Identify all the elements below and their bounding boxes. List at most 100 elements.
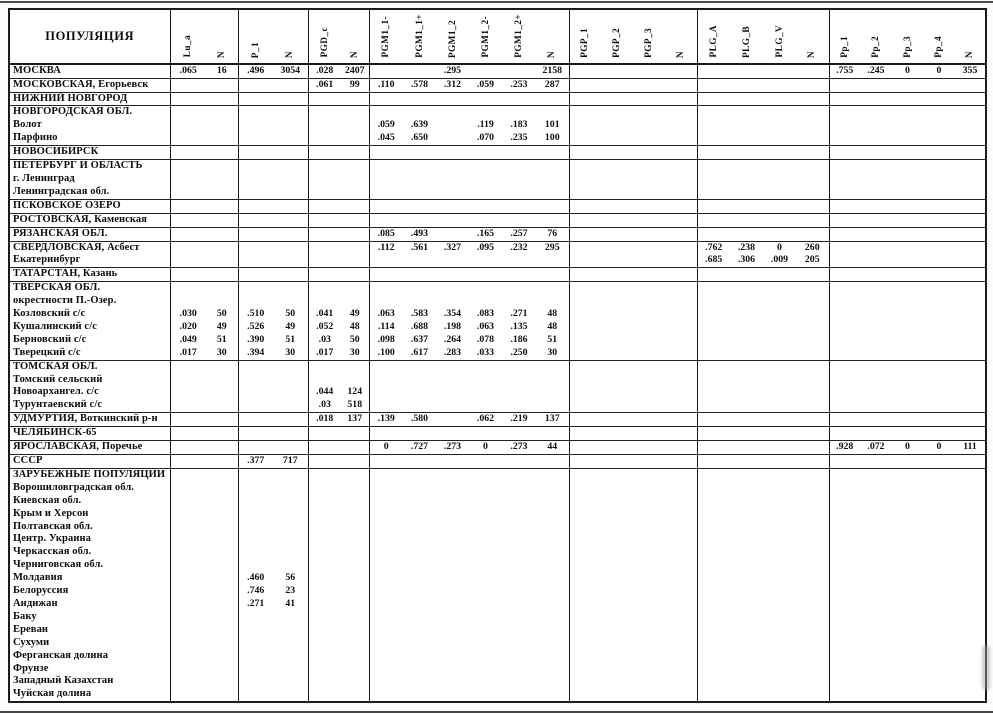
value-cell xyxy=(665,295,697,308)
value-cell xyxy=(696,675,730,689)
population-name-cell: Волот xyxy=(13,119,42,131)
value-cell xyxy=(763,77,796,93)
value-cell xyxy=(536,186,569,199)
table-row: ЯРОСЛАВСКАЯ, Поречье 0.727.273 0.273 44.928… xyxy=(9,440,986,455)
value-cell xyxy=(206,546,238,559)
value-cell xyxy=(568,119,601,133)
value-cell xyxy=(860,334,892,347)
value-cell xyxy=(633,585,665,598)
value-cell xyxy=(633,159,665,173)
value-cell xyxy=(568,105,601,120)
value-cell xyxy=(307,359,341,374)
value-cell xyxy=(923,334,955,347)
value-cell xyxy=(730,650,763,663)
value-cell xyxy=(502,598,536,611)
table-row: МОСКВА .065 16.496 3054.028 2407 .295 2158 .755… xyxy=(9,63,986,79)
value-cell xyxy=(923,119,955,132)
table-row: НОВОСИБИРСК xyxy=(9,145,986,160)
value-cell xyxy=(763,688,796,702)
value-cell: .062 xyxy=(469,412,502,427)
value-cell xyxy=(568,63,601,79)
value-cell xyxy=(763,281,796,296)
value-cell xyxy=(665,559,697,572)
value-cell: .273 xyxy=(436,440,469,455)
value-cell xyxy=(633,482,665,495)
table-row: ЧЕЛЯБИНСК-65 xyxy=(9,426,986,441)
table-row: Ферганская долина xyxy=(9,649,986,663)
value-cell xyxy=(696,212,730,228)
value-cell xyxy=(796,412,829,427)
value-cell xyxy=(696,308,730,321)
value-cell xyxy=(237,159,273,173)
value-cell xyxy=(955,688,986,702)
value-cell xyxy=(206,467,238,482)
value-cell xyxy=(502,624,536,637)
value-cell xyxy=(665,675,697,688)
value-cell xyxy=(206,399,238,412)
value-cell xyxy=(502,546,536,559)
value-cell xyxy=(169,520,206,534)
value-cell xyxy=(536,521,569,534)
value-cell xyxy=(307,132,341,146)
value-cell xyxy=(436,688,469,702)
value-cell xyxy=(892,359,923,374)
population-name-cell: РЯЗАНСКАЯ ОБЛ. xyxy=(9,226,170,242)
value-cell: .112 xyxy=(368,240,403,255)
population-name-cell: Западный Казахстан xyxy=(13,675,114,687)
value-cell xyxy=(206,637,238,650)
value-cell xyxy=(206,386,238,399)
value-cell xyxy=(403,105,436,120)
value-cell xyxy=(237,373,273,387)
value-cell: .059 xyxy=(368,119,403,133)
value-cell xyxy=(568,91,601,106)
value-cell xyxy=(763,624,796,637)
value-cell xyxy=(763,533,796,546)
value-cell xyxy=(273,91,308,106)
value-cell xyxy=(955,611,986,624)
value-cell xyxy=(469,186,502,199)
value-cell xyxy=(469,675,502,688)
value-cell xyxy=(273,533,308,546)
value-cell: .639 xyxy=(410,119,429,131)
value-cell xyxy=(601,63,633,79)
value-cell xyxy=(502,295,536,308)
column-header-label: PGM1_2 xyxy=(447,19,458,58)
value-cell xyxy=(955,77,986,93)
value-cell xyxy=(568,77,601,93)
value-cell xyxy=(436,454,469,469)
value-cell xyxy=(828,675,860,689)
value-cell xyxy=(568,675,601,689)
value-cell: 137 xyxy=(341,412,369,427)
value-cell xyxy=(307,546,341,560)
value-cell xyxy=(307,623,341,637)
value-cell xyxy=(892,412,923,427)
value-cell xyxy=(923,559,955,572)
value-cell xyxy=(923,386,955,399)
value-cell xyxy=(169,172,206,186)
value-cell xyxy=(763,521,796,534)
value-cell xyxy=(273,226,308,242)
value-cell xyxy=(796,159,829,173)
value-cell xyxy=(341,611,369,624)
value-cell: .009 xyxy=(770,254,789,266)
value-cell: .028 xyxy=(307,63,341,79)
table-row: Баку xyxy=(9,610,986,624)
value-cell xyxy=(796,132,829,145)
value-cell xyxy=(892,399,923,412)
value-cell xyxy=(368,281,403,296)
value-cell xyxy=(536,467,569,482)
column-header: N xyxy=(273,9,308,65)
value-cell xyxy=(206,212,238,228)
value-cell xyxy=(436,585,469,598)
value-cell xyxy=(923,91,955,106)
value-cell xyxy=(403,611,436,624)
value-cell xyxy=(923,508,955,521)
value-cell: .030 xyxy=(169,308,206,321)
value-cell xyxy=(796,482,829,495)
value-cell xyxy=(730,321,763,334)
value-cell xyxy=(601,374,633,387)
value-cell xyxy=(469,495,502,508)
value-cell xyxy=(341,281,369,296)
value-cell xyxy=(341,546,369,559)
value-cell xyxy=(730,226,763,242)
